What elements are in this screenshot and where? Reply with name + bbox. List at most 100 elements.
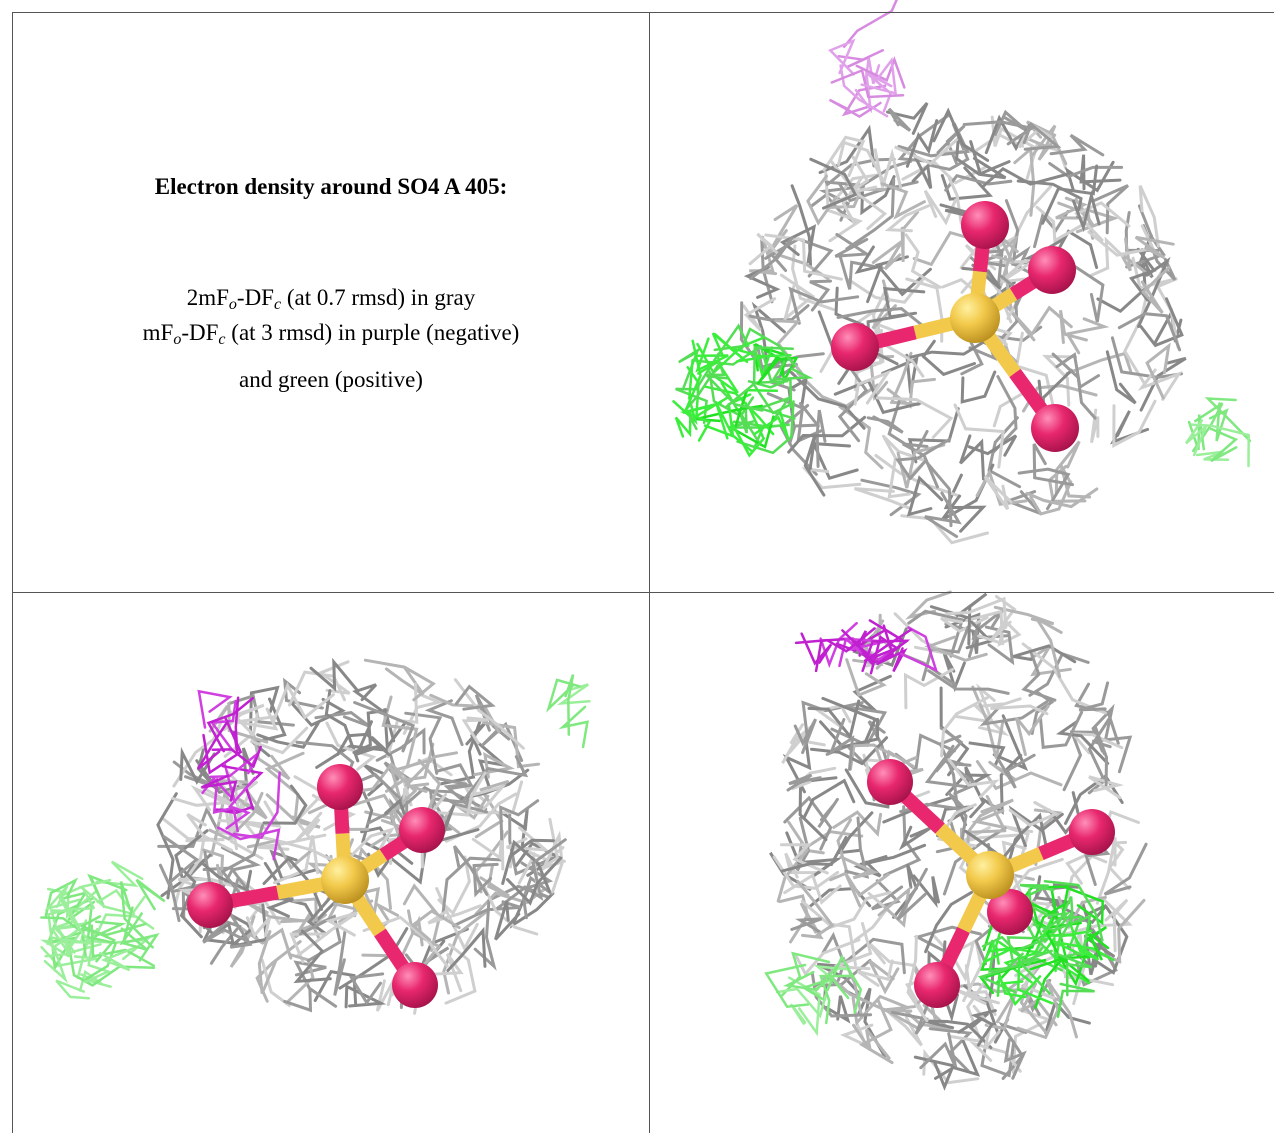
- mesh-strand: [440, 856, 503, 920]
- mesh-strand: [912, 874, 940, 909]
- mesh-strand: [1095, 837, 1117, 905]
- mesh-strand: [1019, 982, 1058, 1027]
- mesh-strand: [819, 717, 880, 749]
- text: -DF: [236, 285, 274, 310]
- mesh-strand: [314, 711, 371, 728]
- mesh-strand: [438, 804, 480, 843]
- mesh-strand: [798, 776, 838, 842]
- mesh: [1184, 397, 1252, 468]
- mesh-strand: [883, 436, 912, 499]
- mesh-strand: [309, 657, 359, 692]
- mesh-strand: [923, 1019, 970, 1030]
- mesh-strand: [453, 780, 524, 815]
- mesh-strand: [1104, 898, 1129, 953]
- mesh-strand: [1139, 356, 1187, 412]
- mesh-strand: [160, 816, 225, 843]
- mesh: [197, 689, 281, 861]
- density-meshes: [40, 0, 1252, 1091]
- mesh-strand: [924, 635, 988, 662]
- mesh-strand: [970, 1009, 997, 1047]
- mesh-strand: [838, 253, 884, 290]
- mesh-strand: [1045, 978, 1078, 1039]
- mesh-strand: [1055, 352, 1100, 390]
- mesh-strand: [843, 937, 906, 975]
- mesh-strand: [1209, 427, 1239, 463]
- mesh-strand: [209, 752, 260, 779]
- oxygen-atom: [187, 882, 233, 928]
- mesh-strand: [173, 834, 206, 908]
- mesh-strand: [336, 732, 391, 757]
- mesh-strand: [767, 229, 830, 281]
- mesh-strand: [1065, 351, 1133, 375]
- mesh-strand: [1041, 933, 1088, 957]
- mesh-strand: [939, 203, 973, 219]
- mesh-strand: [480, 721, 524, 762]
- mesh-strand: [900, 210, 919, 262]
- mesh-strand: [988, 185, 1053, 253]
- mesh-strand: [863, 635, 900, 675]
- mesh-strand: [211, 745, 262, 769]
- mesh-strand: [895, 437, 951, 480]
- mesh-strand: [854, 487, 910, 510]
- mesh-strand: [860, 56, 898, 95]
- mesh-strand: [50, 896, 94, 946]
- mesh-strand: [993, 605, 1055, 626]
- mesh-strand: [679, 401, 722, 442]
- mesh-strand: [837, 180, 919, 203]
- mesh-strand: [59, 885, 95, 928]
- mesh-strand: [992, 714, 1029, 771]
- mesh-strand: [333, 930, 347, 996]
- sulfate: [187, 764, 445, 1008]
- mesh-strand: [830, 68, 905, 99]
- mesh-strand: [437, 855, 471, 916]
- subscript: c: [273, 296, 282, 313]
- mesh-strand: [344, 984, 387, 1009]
- mesh-strand: [160, 853, 213, 898]
- mesh-strand: [1010, 869, 1053, 931]
- mesh-strand: [541, 830, 564, 894]
- mesh-strand: [272, 681, 335, 723]
- mesh-strand: [860, 478, 922, 517]
- mesh-strand: [1033, 808, 1063, 866]
- mesh-strand: [264, 751, 305, 823]
- legend-line: 2mFo-DFc (at 0.7 rmsd) in gray: [13, 285, 649, 313]
- mesh-strand: [250, 712, 309, 755]
- mesh-strand: [786, 773, 822, 792]
- mesh: [794, 619, 939, 675]
- mesh-strand: [730, 406, 766, 458]
- mesh-strand: [444, 943, 477, 1005]
- mesh-strand: [280, 897, 318, 924]
- mesh-strand: [1208, 402, 1229, 442]
- mesh-strand: [375, 727, 426, 762]
- mesh-strand: [209, 699, 237, 752]
- mesh-strand: [1112, 399, 1157, 448]
- mesh-strand: [200, 774, 238, 802]
- mesh-strand: [852, 619, 904, 650]
- mesh-strand: [476, 741, 510, 791]
- mesh-strand: [998, 1021, 1028, 1080]
- mesh-strand: [432, 794, 490, 834]
- mesh-strand: [257, 930, 278, 995]
- mesh-strand: [906, 934, 929, 1023]
- mesh-strand: [289, 932, 332, 964]
- text: (at 3 rmsd) in purple (negative): [225, 320, 520, 345]
- mesh-strand: [787, 976, 821, 1037]
- mesh-strand: [880, 182, 926, 220]
- mesh-strand: [782, 733, 812, 794]
- mesh-strand: [779, 404, 818, 476]
- mesh-strand: [853, 369, 892, 406]
- mesh-strand: [1029, 645, 1072, 677]
- mesh-strand: [927, 669, 1010, 695]
- mesh-strand: [859, 998, 894, 1065]
- mesh-strand: [844, 872, 890, 908]
- mesh-strand: [325, 911, 358, 937]
- mesh-strand: [558, 705, 589, 749]
- mesh-strand: [246, 838, 313, 871]
- mesh-strand: [1190, 423, 1250, 468]
- mesh-strand: [866, 72, 893, 113]
- mesh-strand: [900, 514, 989, 545]
- text: and green (positive): [239, 367, 423, 392]
- sulfur-atom: [950, 293, 1000, 343]
- mesh-strand: [724, 346, 795, 409]
- mesh-strand: [780, 836, 848, 873]
